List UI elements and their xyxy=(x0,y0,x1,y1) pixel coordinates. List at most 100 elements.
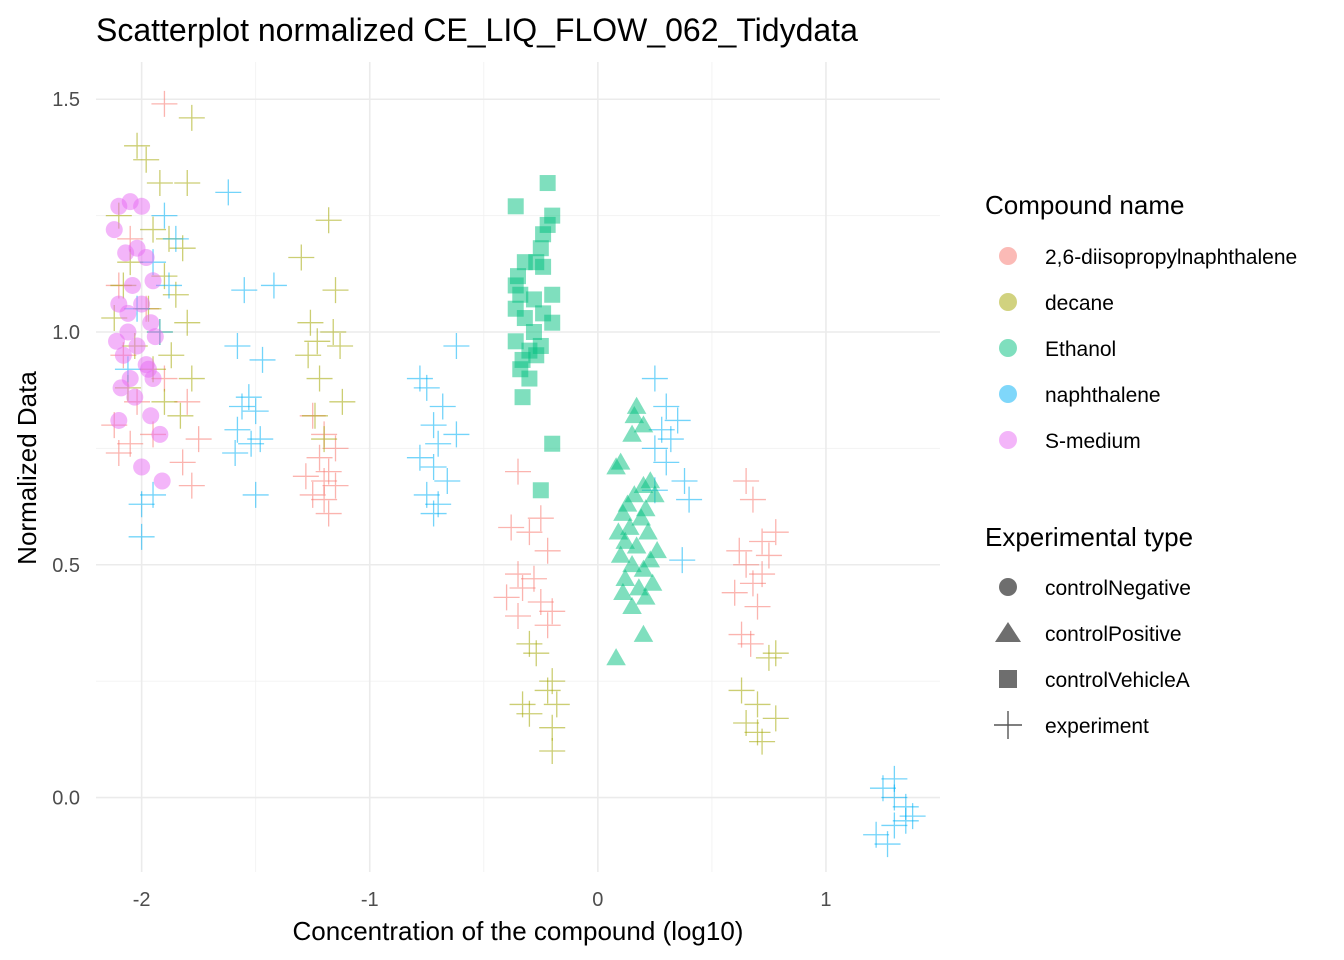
control-point xyxy=(512,286,529,303)
control-point xyxy=(105,221,123,239)
control-point xyxy=(622,424,642,442)
control-point xyxy=(528,347,545,364)
experiment-point xyxy=(653,449,680,476)
control-point xyxy=(110,411,128,429)
experiment-point xyxy=(260,272,287,299)
experiment-point xyxy=(178,104,205,131)
experiment-point xyxy=(292,463,319,490)
control-point xyxy=(119,323,137,341)
experiment-point xyxy=(509,575,536,602)
experiment-point xyxy=(151,90,178,117)
control-point xyxy=(532,240,549,257)
x-tick-label: -2 xyxy=(133,889,151,911)
legend-key-shape xyxy=(999,670,1017,688)
experiment-point xyxy=(671,467,698,494)
legend-key-swatch xyxy=(999,247,1017,265)
experiment-point xyxy=(249,346,276,373)
experiment-point xyxy=(721,579,748,606)
y-axis-title: Normalized Data xyxy=(12,371,42,565)
control-point xyxy=(633,415,654,433)
experiment-point xyxy=(892,807,919,834)
experiment-point xyxy=(733,551,760,578)
minor-gridlines xyxy=(96,62,940,872)
experiment-point xyxy=(242,481,269,508)
experiment-point xyxy=(881,812,908,839)
experiment-point xyxy=(124,132,151,159)
experiment-point xyxy=(224,332,251,359)
experiment-point xyxy=(304,328,331,355)
control-point xyxy=(133,458,151,476)
control-point xyxy=(128,337,146,355)
legend-key-swatch xyxy=(999,293,1017,311)
experiment-point xyxy=(140,216,167,243)
legend-compound: Compound name 2,6-diisopropylnaphthalene… xyxy=(985,190,1297,453)
legend-label: naphthalene xyxy=(1045,384,1161,407)
experiment-point xyxy=(728,677,755,704)
experiment-point xyxy=(315,500,342,527)
control-point xyxy=(525,291,542,308)
experiment-point xyxy=(899,803,926,830)
control-point xyxy=(615,568,635,587)
legend-label: controlNegative xyxy=(1045,577,1191,600)
experiment-point xyxy=(222,440,249,467)
legend-key-swatch xyxy=(999,431,1017,449)
experiment-point xyxy=(406,444,433,471)
legend-label: 2,6-diisopropylnaphthalene xyxy=(1045,246,1297,269)
data-points xyxy=(101,90,926,858)
control-point xyxy=(108,332,126,350)
control-point xyxy=(514,389,531,406)
experiment-point xyxy=(744,593,771,620)
control-point xyxy=(626,396,647,414)
control-point xyxy=(626,536,647,554)
experiment-point xyxy=(178,365,205,392)
experiment-point xyxy=(539,598,566,625)
legend-keys xyxy=(994,578,1022,739)
legend-key-shape xyxy=(995,622,1021,642)
experiment-point xyxy=(322,277,349,304)
experiment-point xyxy=(749,528,776,555)
experiment-point xyxy=(443,421,470,448)
experiment-point xyxy=(653,393,680,420)
experiment-point xyxy=(151,202,178,229)
experiment-point xyxy=(167,402,194,429)
experiment-point xyxy=(128,491,155,518)
experiment-point xyxy=(174,170,201,197)
experiment-point xyxy=(297,309,324,336)
experiment-point xyxy=(755,542,782,569)
y-tick-label: 0.0 xyxy=(52,788,80,810)
experiment-point xyxy=(443,332,470,359)
experiment-point xyxy=(288,244,315,271)
major-gridlines xyxy=(96,62,940,872)
legend-title: Experimental type xyxy=(985,522,1193,552)
control-point xyxy=(119,304,137,322)
x-axis-ticks: -2 -1 0 1 xyxy=(133,889,832,911)
experiment-point xyxy=(105,440,132,467)
experiment-point xyxy=(762,705,789,732)
experiment-point xyxy=(420,500,447,527)
control-point xyxy=(613,503,633,521)
experiment-point xyxy=(146,170,173,197)
control-point xyxy=(615,531,635,549)
experiment-point xyxy=(543,691,570,718)
experiment-point xyxy=(534,677,561,704)
control-point xyxy=(544,314,561,331)
experiment-point xyxy=(516,519,543,546)
control-point xyxy=(635,587,656,605)
control-point xyxy=(638,522,658,540)
experiment-point xyxy=(744,691,771,718)
experiment-point xyxy=(215,179,242,206)
control-point xyxy=(535,258,552,275)
experiment-point xyxy=(151,388,178,415)
legend-label: controlVehicleA xyxy=(1045,669,1190,692)
x-tick-label: 0 xyxy=(592,889,603,911)
legend-label: controlPositive xyxy=(1045,623,1182,646)
control-point xyxy=(535,226,552,243)
chart-title: Scatterplot normalized CE_LIQ_FLOW_062_T… xyxy=(96,12,858,48)
experiment-point xyxy=(516,700,543,727)
experiment-point xyxy=(676,486,703,513)
legend-label: decane xyxy=(1045,292,1114,315)
experiment-point xyxy=(539,714,566,741)
experiment-point xyxy=(493,584,520,611)
experiment-point xyxy=(755,644,782,671)
x-tick-label: -1 xyxy=(361,889,379,911)
